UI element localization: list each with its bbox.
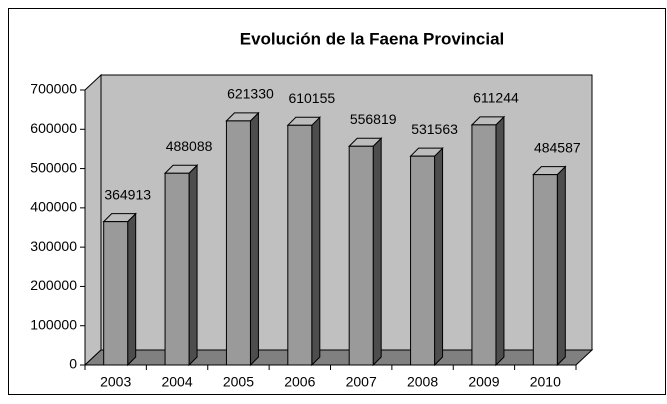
bar xyxy=(410,155,436,366)
bar-side xyxy=(372,137,382,367)
bar-side xyxy=(188,164,198,367)
floor xyxy=(83,349,594,366)
bar-side xyxy=(434,146,444,367)
bar-side xyxy=(311,116,321,367)
bar-side xyxy=(556,165,566,367)
chart-title: Evolución de la Faena Provincial xyxy=(240,29,505,48)
y-tick-label: 200000 xyxy=(30,277,77,293)
bar xyxy=(287,124,313,366)
x-tick-label: 2010 xyxy=(530,374,561,390)
bar xyxy=(348,145,374,366)
value-label: 556819 xyxy=(350,111,397,127)
bar xyxy=(164,172,190,366)
bar-side xyxy=(495,115,505,367)
value-label: 488088 xyxy=(166,138,213,154)
side-wall xyxy=(84,73,102,367)
x-tick-label: 2003 xyxy=(100,374,131,390)
value-label: 484587 xyxy=(534,139,581,155)
bar xyxy=(225,120,251,366)
y-tick-label: 600000 xyxy=(30,120,77,136)
bar xyxy=(532,174,558,366)
y-tick-label: 500000 xyxy=(30,159,77,175)
x-tick-label: 2009 xyxy=(468,374,499,390)
y-tick-label: 0 xyxy=(69,356,77,372)
value-label: 621330 xyxy=(227,86,274,102)
y-tick-label: 700000 xyxy=(30,81,77,97)
y-tick-label: 100000 xyxy=(30,316,77,332)
x-tick-label: 2004 xyxy=(161,374,192,390)
value-label: 531563 xyxy=(411,121,458,137)
x-tick-label: 2008 xyxy=(407,374,438,390)
bar xyxy=(103,221,129,366)
bar xyxy=(471,124,497,366)
value-label: 611244 xyxy=(473,90,519,106)
bar-side xyxy=(127,212,137,367)
value-label: 610155 xyxy=(288,90,335,106)
x-tick-label: 2005 xyxy=(223,374,254,390)
x-tick-label: 2006 xyxy=(284,374,315,390)
bar-side xyxy=(249,111,259,367)
value-label: 364913 xyxy=(104,186,151,202)
y-tick-label: 400000 xyxy=(30,199,77,215)
y-tick-label: 300000 xyxy=(30,238,77,254)
x-tick-label: 2007 xyxy=(346,374,377,390)
